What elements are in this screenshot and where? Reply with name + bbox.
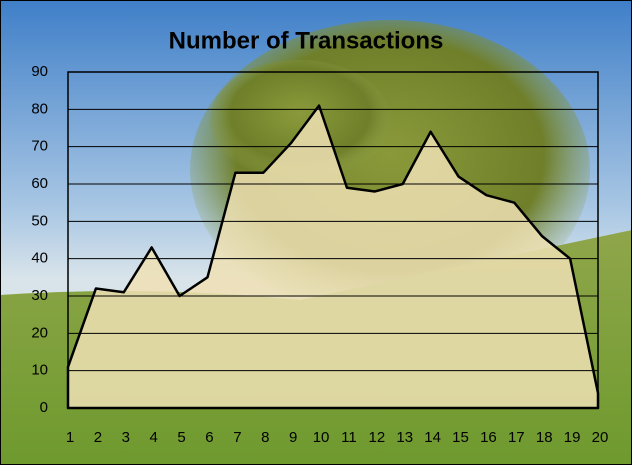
y-tick-label: 90 bbox=[31, 63, 48, 80]
y-tick-label: 70 bbox=[31, 138, 48, 155]
x-tick-label: 20 bbox=[592, 429, 609, 446]
x-tick-label: 11 bbox=[341, 429, 357, 446]
y-tick-label: 30 bbox=[31, 287, 48, 304]
x-tick-label: 7 bbox=[233, 429, 241, 446]
x-tick-label: 16 bbox=[480, 429, 497, 446]
y-tick-label: 10 bbox=[31, 362, 48, 379]
y-tick-label: 60 bbox=[31, 175, 48, 192]
x-tick-label: 5 bbox=[177, 429, 185, 446]
y-tick-label: 80 bbox=[31, 100, 48, 117]
y-tick-label: 40 bbox=[31, 250, 48, 267]
x-tick-label: 18 bbox=[536, 429, 553, 446]
x-tick-label: 4 bbox=[150, 429, 158, 446]
x-tick-label: 9 bbox=[289, 429, 297, 446]
x-tick-label: 8 bbox=[261, 429, 269, 446]
x-tick-label: 17 bbox=[508, 429, 525, 446]
chart-title: Number of Transactions bbox=[169, 27, 444, 54]
x-tick-label: 10 bbox=[313, 429, 330, 446]
x-tick-label: 6 bbox=[205, 429, 213, 446]
x-tick-label: 19 bbox=[564, 429, 581, 446]
x-tick-label: 15 bbox=[452, 429, 469, 446]
x-tick-label: 3 bbox=[122, 429, 130, 446]
x-tick-label: 2 bbox=[94, 429, 102, 446]
x-tick-label: 1 bbox=[66, 429, 74, 446]
y-tick-label: 20 bbox=[31, 324, 48, 341]
y-tick-label: 0 bbox=[40, 399, 48, 416]
chart: Number of Transactions 0 10 20 30 40 50 60 70 80… bbox=[0, 0, 632, 465]
y-tick-label: 50 bbox=[31, 212, 48, 229]
x-tick-label: 12 bbox=[368, 429, 385, 446]
x-tick-label: 13 bbox=[396, 429, 413, 446]
x-tick-label: 14 bbox=[424, 429, 441, 446]
